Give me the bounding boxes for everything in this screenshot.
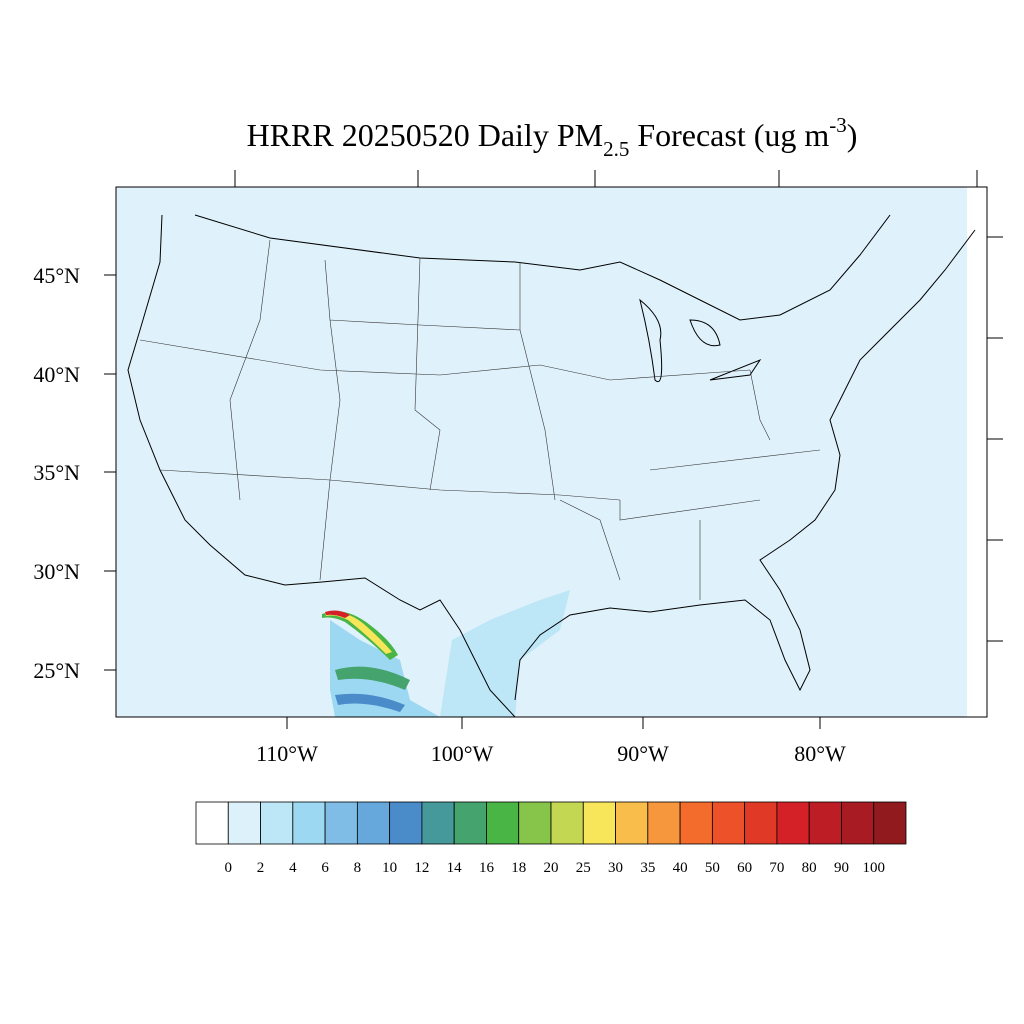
colorbar-box bbox=[389, 801, 423, 845]
colorbar-box bbox=[195, 801, 229, 845]
colorbar-box bbox=[615, 801, 649, 845]
lon-label: 100°W bbox=[431, 741, 494, 766]
colorbar-label: 2 bbox=[257, 860, 265, 876]
colorbar-label: 80 bbox=[802, 860, 817, 876]
colorbar-box bbox=[776, 801, 810, 845]
colorbar-label: 50 bbox=[705, 860, 720, 876]
colorbar-box bbox=[711, 801, 746, 845]
smoke-light bbox=[440, 590, 570, 717]
colorbar-box bbox=[582, 801, 616, 845]
colorbar-box bbox=[260, 801, 294, 845]
title-middle: Forecast (ug m bbox=[629, 117, 829, 153]
colorbar-label: 16 bbox=[479, 860, 495, 876]
lat-label: 40°N bbox=[33, 362, 80, 387]
colorbar-box bbox=[647, 801, 681, 845]
colorbar-label: 8 bbox=[354, 860, 362, 876]
colorbar-box bbox=[550, 801, 584, 845]
colorbar-box bbox=[453, 801, 487, 845]
colorbar-label: 40 bbox=[673, 860, 688, 876]
lat-label: 35°N bbox=[33, 460, 80, 485]
colorbar-box bbox=[679, 801, 713, 845]
title-end: ) bbox=[847, 117, 858, 153]
colorbar-label: 12 bbox=[414, 860, 429, 876]
colorbar-label: 4 bbox=[289, 860, 297, 876]
colorbar-label: 20 bbox=[544, 860, 559, 876]
smoke-plume bbox=[325, 611, 392, 654]
smoke-mid bbox=[330, 620, 440, 717]
coast-border bbox=[127, 214, 516, 718]
title-sup: -3 bbox=[829, 113, 847, 137]
colorbar-box bbox=[356, 801, 391, 845]
map bbox=[115, 186, 988, 718]
colorbar-box bbox=[486, 801, 520, 845]
colorbar-box bbox=[744, 801, 778, 845]
great-lakes bbox=[639, 298, 762, 383]
title-main: HRRR 20250520 Daily PM bbox=[247, 117, 603, 153]
lat-label: 45°N bbox=[33, 263, 80, 288]
colorbar-box bbox=[841, 801, 875, 845]
coast-east bbox=[514, 229, 976, 701]
title: HRRR 20250520 Daily PM2.5 Forecast (ug m… bbox=[247, 113, 858, 161]
colorbar-label: 90 bbox=[834, 860, 849, 876]
lon-label: 90°W bbox=[617, 741, 669, 766]
colorbar-label: 10 bbox=[382, 860, 397, 876]
colorbar-box bbox=[421, 801, 455, 845]
smoke-band bbox=[335, 693, 405, 712]
smoke-plume bbox=[322, 611, 398, 660]
lat-label: 30°N bbox=[33, 559, 80, 584]
map-edge bbox=[967, 187, 987, 717]
lat-label: 25°N bbox=[33, 658, 80, 683]
lon-label: 80°W bbox=[794, 741, 846, 766]
smoke-band bbox=[335, 666, 410, 690]
colorbar-label: 100 bbox=[862, 860, 885, 876]
colorbar-label: 35 bbox=[640, 860, 655, 876]
colorbar-label: 70 bbox=[769, 860, 784, 876]
colorbar-box bbox=[227, 801, 261, 845]
colorbar-label: 0 bbox=[225, 860, 233, 876]
colorbar-box bbox=[808, 801, 842, 845]
colorbar-label: 25 bbox=[576, 860, 591, 876]
colorbar-label: 6 bbox=[321, 860, 329, 876]
ticks: 45°N 40°N 35°N 30°N 25°N 110°W 100°W 90°W 80°W bbox=[33, 170, 1003, 766]
title-sub: 2.5 bbox=[603, 137, 629, 161]
colorbar-label: 18 bbox=[511, 860, 526, 876]
colorbar: 0 2 4 6 8 10 12 14 16 18 20 25 30 35 40 50 60 70 80 90 100 bbox=[195, 801, 907, 876]
colorbar-label: 14 bbox=[447, 860, 463, 876]
state-lines bbox=[139, 239, 821, 600]
colorbar-label: 30 bbox=[608, 860, 623, 876]
colorbar-label: 60 bbox=[737, 860, 752, 876]
smoke-core bbox=[325, 610, 350, 618]
colorbar-box bbox=[292, 801, 326, 845]
colorbar-box bbox=[873, 801, 907, 845]
map-frame bbox=[115, 186, 988, 718]
colorbar-box bbox=[518, 801, 552, 845]
colorbar-box bbox=[324, 801, 358, 845]
lon-label: 110°W bbox=[256, 741, 318, 766]
